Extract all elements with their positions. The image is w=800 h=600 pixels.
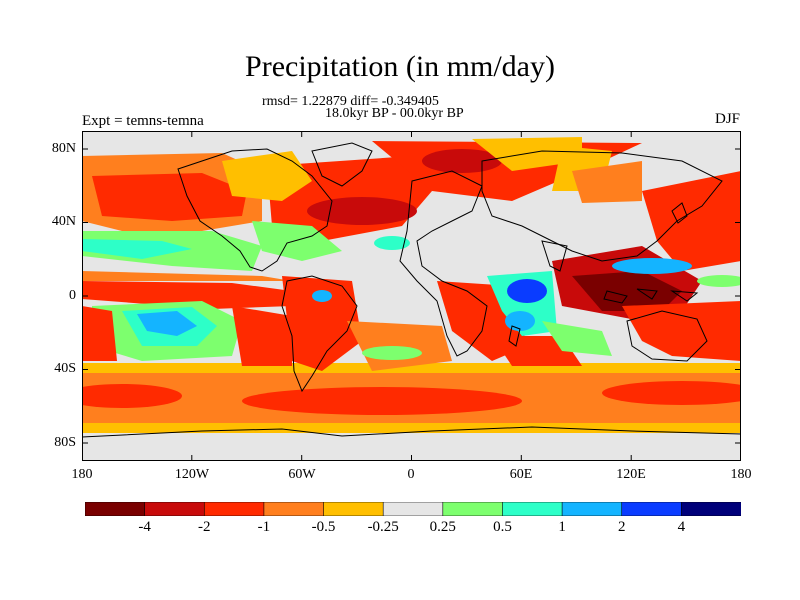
southern-ocean-red-core-2: [82, 384, 182, 408]
colorbar-label: -2: [198, 519, 211, 535]
colorbar-swatch: [382, 502, 444, 516]
south-pacific-red-left: [82, 306, 117, 361]
west-pacific-green: [697, 275, 741, 287]
y-tick-80s: 80S: [54, 435, 76, 450]
colorbar-swatch: [442, 502, 504, 516]
y-tick-80n: 80N: [51, 141, 76, 156]
experiment-label: Expt = temns-temna: [82, 113, 204, 129]
colorbar-swatch: [681, 502, 741, 516]
colorbar-label: 0.25: [429, 519, 456, 535]
colorbar-swatch: [561, 502, 623, 516]
north-pacific-red: [92, 173, 247, 221]
x-tick-180e: 180: [730, 467, 752, 482]
indo-pacific-orange: [622, 301, 741, 361]
south-atlantic-orange: [347, 321, 452, 371]
colorbar-swatch: [203, 502, 265, 516]
south-pacific-blue: [137, 311, 197, 336]
equatorial-pacific-orange: [82, 271, 292, 281]
atlantic-cyan: [374, 236, 410, 250]
colorbar-swatch: [263, 502, 325, 516]
southern-ocean-red-core-1: [242, 387, 522, 415]
colorbar-label: 4: [677, 519, 686, 535]
x-tick-180w: 180: [71, 467, 93, 482]
x-tick-60e: 60E: [509, 467, 533, 482]
map-frame: [82, 131, 741, 461]
colorbar-swatch: [85, 502, 146, 516]
y-tick-0: 0: [69, 288, 76, 303]
colorbar-swatch: [502, 502, 563, 516]
colorbar-label: -4: [138, 519, 151, 535]
equatorial-pacific-red: [82, 281, 292, 309]
precipitation-map: [82, 131, 741, 461]
colorbar-swatch: [323, 502, 384, 516]
x-tick-120w: 120W: [174, 467, 210, 482]
colorbar-label: 1: [558, 519, 566, 535]
colorbar-label: -1: [257, 519, 271, 535]
maritime-continent-darkred: [572, 271, 682, 311]
colorbar-swatch: [144, 502, 206, 516]
x-tick-60w: 60W: [288, 467, 316, 482]
y-tick-40n: 40N: [51, 214, 76, 229]
colorbar-label: -0.5: [311, 519, 336, 535]
southern-ocean-band-edge: [82, 423, 741, 433]
rmsd-diff-line: rmsd= 1.22879 diff= -0.349405: [262, 94, 439, 109]
southern-ocean-yellow-1: [82, 363, 741, 373]
period-line: 18.0kyr BP - 00.0kyr BP: [325, 106, 464, 121]
north-atlantic-dark: [307, 197, 417, 225]
season-label: DJF: [714, 111, 740, 127]
indian-ocean-green: [542, 321, 612, 356]
colorbar-swatch: [621, 502, 683, 516]
colorbar-label: -0.25: [367, 519, 399, 535]
siberia-orange: [572, 161, 642, 203]
colorbar: [85, 502, 741, 516]
south-atlantic-green: [362, 346, 422, 360]
colorbar-label: 0.5: [493, 519, 512, 535]
atlantic-subtropic-green: [252, 221, 342, 261]
amazon-blue: [312, 290, 332, 302]
southern-ocean-red-core-3: [602, 381, 741, 405]
colorbar-label: 2: [617, 519, 626, 535]
northwest-pacific-red: [642, 171, 741, 271]
west-pacific-blue: [612, 258, 692, 274]
x-tick-0: 0: [407, 467, 415, 482]
coastlines: [82, 142, 741, 438]
south-america-red: [282, 276, 362, 371]
indian-ocean-blue-2: [505, 311, 535, 331]
y-tick-40s: 40S: [54, 361, 76, 376]
south-pacific-red-right: [232, 306, 292, 366]
x-tick-120e: 120E: [616, 467, 646, 482]
north-pacific-cyan: [82, 239, 192, 259]
map-title: Precipitation (in mm/day): [245, 50, 555, 83]
north-america-yellow: [222, 151, 312, 201]
indian-ocean-blue: [507, 279, 547, 303]
